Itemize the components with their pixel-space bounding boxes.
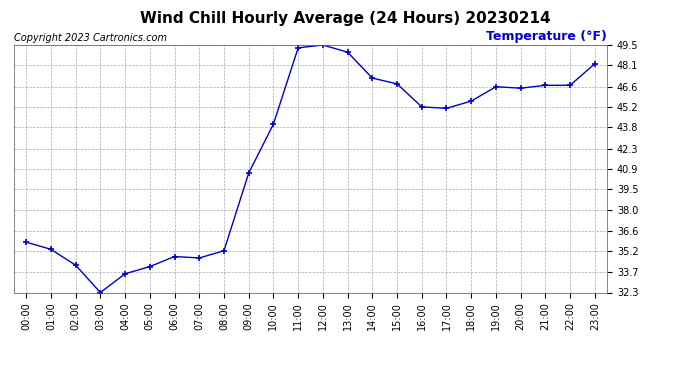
Text: Copyright 2023 Cartronics.com: Copyright 2023 Cartronics.com <box>14 33 167 42</box>
Text: Temperature (°F): Temperature (°F) <box>486 30 607 42</box>
Text: Wind Chill Hourly Average (24 Hours) 20230214: Wind Chill Hourly Average (24 Hours) 202… <box>139 11 551 26</box>
